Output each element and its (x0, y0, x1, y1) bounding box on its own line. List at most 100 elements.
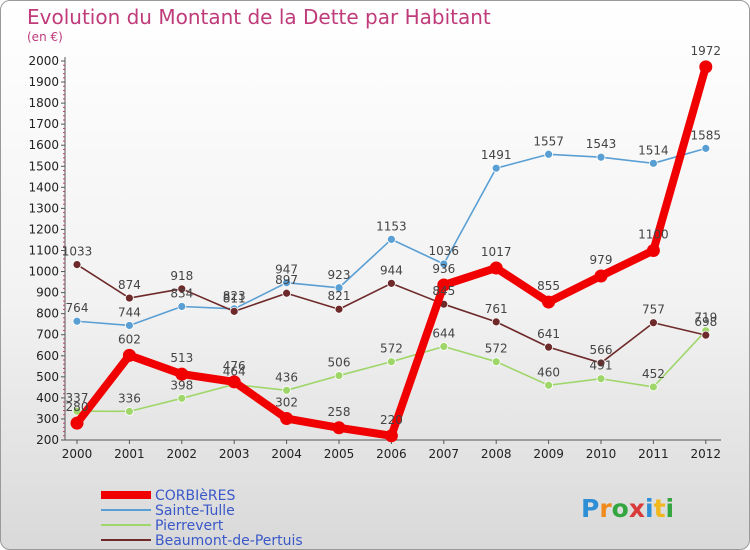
data-point (122, 348, 136, 362)
legend-label: Pierrevert (155, 518, 224, 534)
x-tick-label: 2007 (429, 447, 460, 461)
data-point (282, 288, 292, 298)
data-label: 336 (118, 391, 141, 405)
data-point (334, 371, 344, 380)
data-label: 757 (642, 303, 665, 317)
data-label: 602 (118, 332, 141, 346)
y-tick-label: 800 (36, 307, 59, 321)
data-point (177, 393, 187, 403)
data-point (280, 412, 294, 426)
series-sainte-tulle (72, 143, 711, 330)
y-tick-label: 600 (36, 349, 59, 363)
data-label: 566 (590, 343, 613, 357)
data-label: 855 (537, 279, 560, 293)
logo-letter: i (645, 494, 654, 523)
data-point (227, 375, 241, 389)
data-point (439, 259, 449, 269)
data-label: 1543 (586, 137, 617, 151)
data-label: 1557 (533, 134, 564, 148)
x-tick-label: 2001 (114, 447, 145, 461)
data-label: 944 (380, 263, 403, 277)
legend-label: Beaumont-de-Pertuis (155, 533, 303, 549)
data-label: 1153 (376, 219, 407, 233)
data-point (386, 278, 396, 288)
data-point (491, 163, 501, 173)
series-layer: 764 744 834 823 947 923 1153 1036 1491 1557 1543 15… (62, 44, 721, 443)
data-point (175, 367, 189, 381)
data-point (701, 330, 711, 340)
x-tick-label: 2003 (219, 447, 250, 461)
y-tick-label: 1500 (28, 159, 59, 173)
data-label: 1972 (691, 44, 722, 58)
data-point (72, 260, 82, 270)
data-label: 572 (380, 342, 403, 356)
data-point (491, 317, 501, 327)
chart-title: Evolution du Montant de la Dette par Hab… (27, 5, 491, 29)
axes: 200 300 400 500 600 700 800 900 1000 1100 1200 1300… (28, 54, 721, 461)
data-label: 874 (118, 278, 141, 292)
data-label: 644 (432, 327, 455, 341)
data-label: 918 (170, 269, 193, 283)
logo-letter: o (612, 494, 629, 523)
data-label: 452 (642, 367, 665, 381)
data-point (177, 302, 187, 311)
y-tick-label: 2000 (28, 54, 59, 68)
y-tick-label: 300 (36, 412, 59, 426)
logo-text: Proxiti (581, 494, 674, 523)
data-label: 1033 (62, 245, 93, 259)
data-label: 572 (485, 342, 508, 356)
data-point (544, 380, 553, 390)
y-tick-label: 1700 (28, 117, 59, 131)
data-labels: 764 744 834 823 947 923 1153 1036 1491 1557 1543 15… (62, 44, 721, 427)
data-label: 1017 (481, 245, 512, 259)
data-point (594, 269, 608, 283)
legend-label: CORBIèRES (155, 488, 235, 504)
data-label: 491 (590, 359, 613, 373)
y-tick-label: 1100 (28, 244, 59, 258)
unit-label: (en €) (27, 30, 63, 44)
data-label: 719 (694, 311, 717, 325)
data-label: 761 (485, 302, 508, 316)
data-point (596, 152, 606, 162)
data-point (282, 278, 292, 288)
legend: CORBIèRESSainte-TullePierrevertBeaumont-… (101, 488, 303, 549)
x-tick-label: 2011 (638, 447, 669, 461)
series-beaumont-de-pertuis (72, 260, 711, 368)
data-point (229, 306, 239, 316)
y-tick-label: 1800 (28, 96, 59, 110)
data-point (72, 316, 82, 326)
data-point (332, 421, 346, 435)
data-label: 764 (66, 301, 89, 315)
data-point (544, 149, 553, 159)
y-tick-label: 1600 (28, 138, 59, 152)
data-point (124, 406, 134, 416)
y-tick-label: 1300 (28, 201, 59, 215)
data-point (596, 374, 606, 384)
data-label: 220 (380, 413, 403, 427)
proxiti-logo: Proxiti (581, 494, 674, 523)
x-tick-label: 2004 (271, 447, 302, 461)
data-point (699, 60, 713, 74)
y-tick-label: 1000 (28, 265, 59, 279)
data-label: 1036 (429, 244, 460, 258)
data-point (489, 261, 503, 275)
data-label: 513 (170, 351, 193, 365)
data-point (649, 318, 658, 328)
y-tick-label: 900 (36, 286, 59, 300)
data-label: 1491 (481, 148, 512, 162)
data-label: 947 (275, 263, 298, 277)
data-label: 337 (66, 391, 89, 405)
y-tick-label: 400 (36, 391, 59, 405)
logo-letter: x (629, 494, 645, 523)
data-point (542, 295, 556, 309)
data-label: 936 (432, 262, 455, 276)
data-label: 834 (170, 287, 193, 301)
x-tick-label: 2000 (62, 447, 93, 461)
data-point (177, 284, 187, 294)
data-label: 811 (223, 291, 246, 305)
data-label: 398 (170, 378, 193, 392)
data-label: 823 (223, 289, 246, 303)
logo-letter: r (599, 494, 612, 523)
data-point (70, 416, 84, 430)
